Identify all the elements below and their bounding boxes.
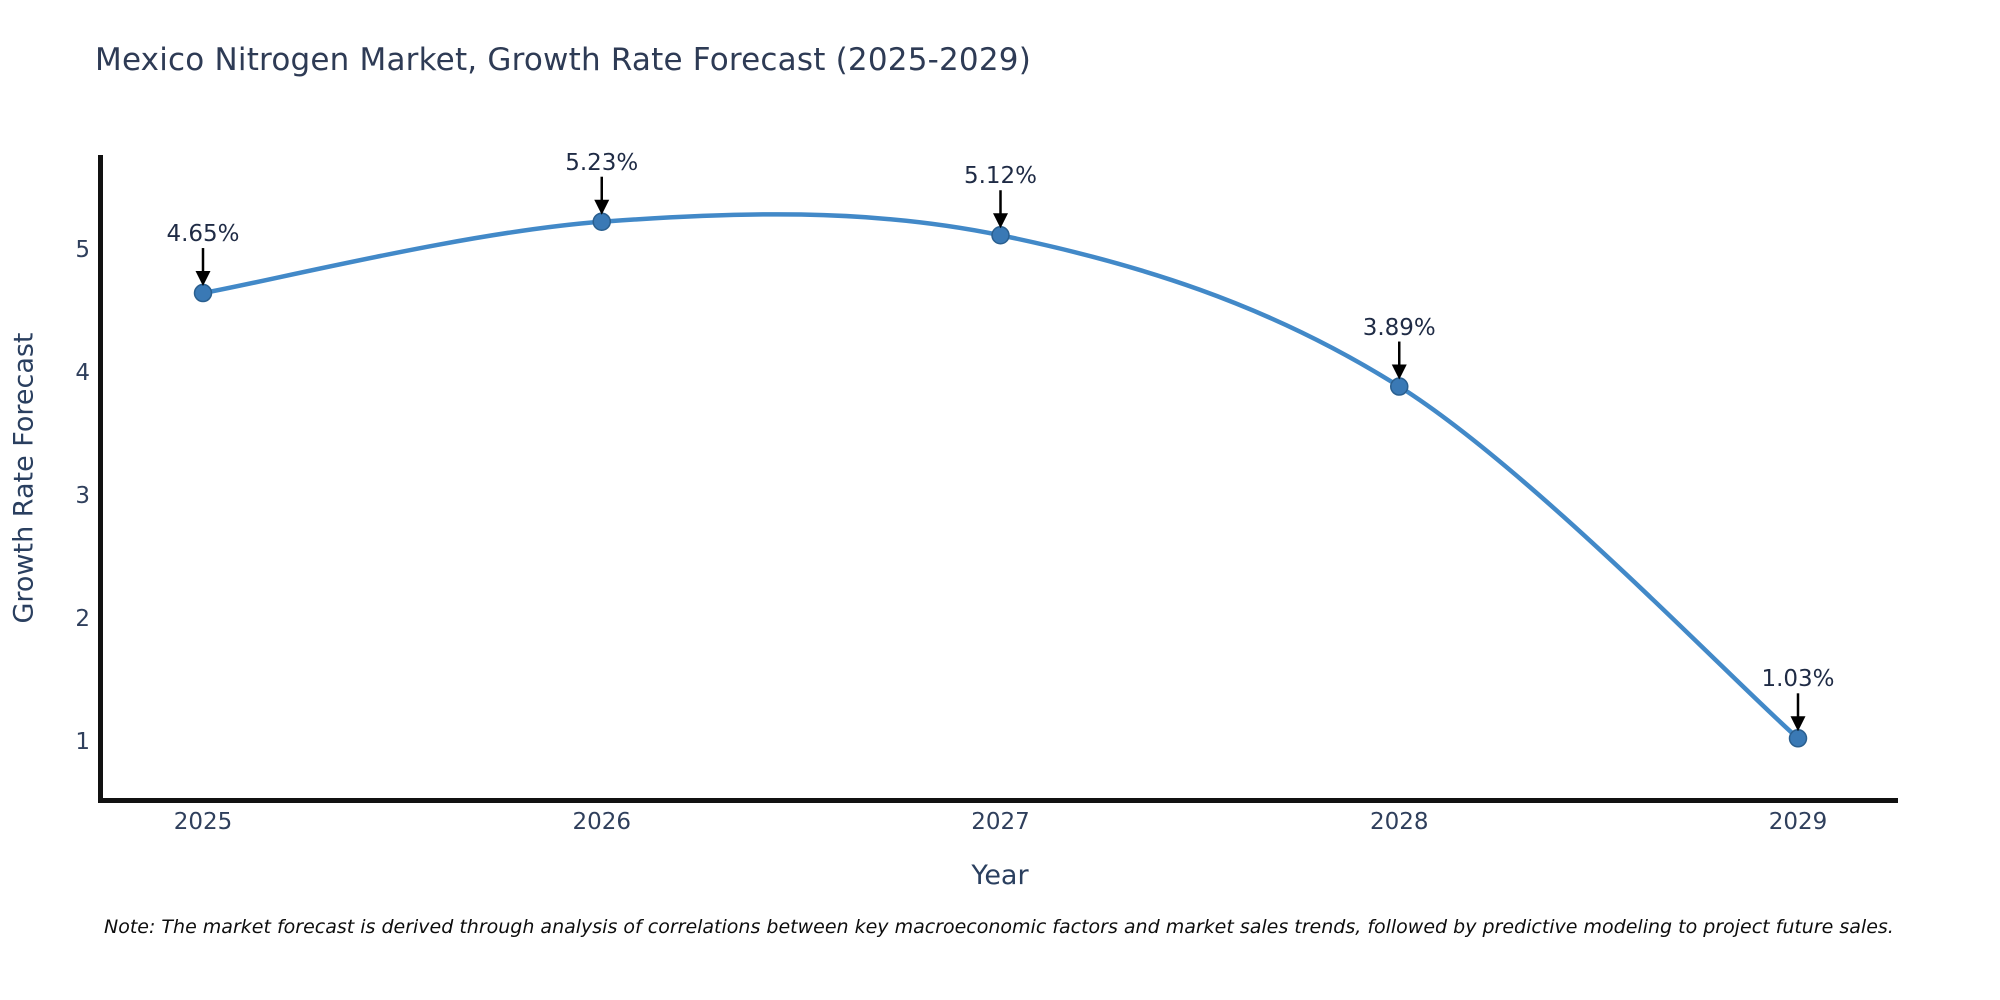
x-tick-label: 2027 (971, 809, 1030, 835)
annotation-arrow-head (993, 213, 1008, 229)
x-tick-label: 2029 (1768, 809, 1828, 835)
data-point-marker[interactable] (991, 225, 1010, 245)
data-point-marker[interactable] (1390, 377, 1409, 396)
point-annotation: 5.12% (963, 163, 1038, 190)
annotation-arrow-head (1391, 364, 1407, 380)
data-point-marker[interactable] (1788, 729, 1808, 748)
point-annotation: 4.65% (166, 221, 240, 248)
annotation-arrow-head (594, 199, 610, 215)
y-tick-label: 2 (75, 606, 90, 632)
point-annotation: 3.89% (1362, 314, 1436, 341)
data-point-marker[interactable] (193, 283, 213, 303)
chart-title: Mexico Nitrogen Market, Growth Rate Fore… (95, 42, 1031, 78)
data-point-marker[interactable] (592, 212, 611, 231)
footnote: Note: The market forecast is derived thr… (104, 916, 1894, 938)
annotation-arrow-head (1790, 716, 1806, 732)
annotation-arrow-head (195, 271, 211, 287)
y-tick-label: 1 (75, 729, 90, 755)
y-tick-label: 4 (75, 360, 90, 386)
x-tick-label: 2025 (173, 809, 233, 835)
point-annotation: 5.23% (565, 149, 639, 176)
x-tick-label: 2026 (572, 809, 632, 835)
trend-line (200, 212, 1801, 741)
y-tick-label: 3 (75, 483, 90, 509)
y-tick-label: 5 (75, 237, 90, 263)
x-tick-label: 2028 (1369, 809, 1429, 835)
point-annotation: 1.03% (1761, 666, 1835, 693)
x-axis-title: Year (971, 860, 1029, 891)
